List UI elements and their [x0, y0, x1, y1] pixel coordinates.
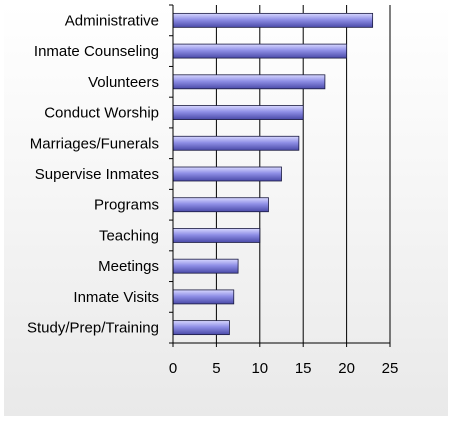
x-tick-labels: 0 5 10 15 20 25 — [169, 360, 399, 377]
axes — [169, 4, 391, 347]
category-label: Administrative — [65, 12, 159, 29]
category-label: Conduct Worship — [44, 105, 159, 122]
bar-8 — [172, 258, 239, 274]
x-tick-label: 15 — [295, 360, 312, 377]
x-tick-label: 5 — [212, 360, 220, 377]
category-label: Programs — [94, 197, 159, 214]
category-label: Study/Prep/Training — [27, 320, 159, 337]
gridlines — [215, 5, 391, 343]
bar-1 — [172, 43, 348, 59]
category-label: Volunteers — [88, 74, 159, 91]
bar-5 — [172, 166, 282, 182]
bar-10 — [172, 320, 230, 336]
category-label: Inmate Visits — [73, 289, 159, 306]
bar-7 — [172, 228, 261, 243]
category-label: Teaching — [99, 227, 159, 244]
bar-0 — [172, 12, 374, 28]
category-label: Inmate Counseling — [34, 43, 159, 60]
x-tick-label: 10 — [251, 360, 268, 377]
x-tick-label: 25 — [382, 360, 399, 377]
bar-2 — [172, 74, 326, 90]
bar-3 — [172, 105, 304, 120]
x-tick-label: 20 — [338, 360, 355, 377]
x-tick-label: 0 — [169, 360, 177, 377]
category-label: Meetings — [98, 258, 159, 275]
bar-6 — [172, 197, 269, 213]
bars — [172, 12, 374, 336]
category-label: Supervise Inmates — [35, 166, 159, 183]
category-labels: Administrative Inmate Counseling Volunteer… — [27, 12, 159, 336]
chart-area: Administrative Inmate Counseling Volunteer… — [4, 4, 448, 416]
category-label: Marriages/Funerals — [30, 135, 159, 152]
bar-9 — [172, 289, 235, 305]
bar-4 — [172, 135, 300, 151]
